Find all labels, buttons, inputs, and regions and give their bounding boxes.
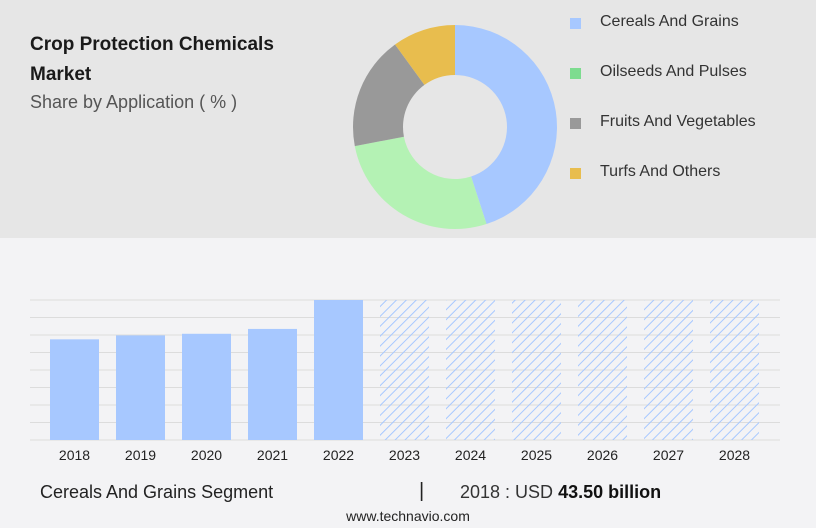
donut-slice [353, 44, 425, 147]
forecast-bar [446, 300, 495, 440]
bar [248, 328, 297, 440]
x-tick-label: 2018 [59, 447, 90, 463]
segment-value-prefix: 2018 : USD [460, 482, 554, 502]
forecast-bar [512, 300, 561, 440]
forecast-bar [644, 300, 693, 440]
x-tick-label: 2024 [455, 447, 486, 463]
x-tick-label: 2020 [191, 447, 222, 463]
footer-divider: | [419, 480, 425, 502]
x-tick-label: 2027 [653, 447, 684, 463]
forecast-bar [380, 300, 429, 440]
bar [50, 339, 99, 440]
donut-chart [353, 25, 557, 229]
legend-item: Cereals And Grains [570, 10, 810, 36]
legend-item: Oilseeds And Pulses [570, 60, 810, 86]
segment-value: 2018 : USD 43.50 billion [460, 482, 661, 503]
legend-swatch [570, 118, 581, 129]
bar [116, 335, 165, 440]
legend-label: Fruits And Vegetables [600, 113, 756, 130]
legend-swatch [570, 18, 581, 29]
x-tick-label: 2028 [719, 447, 750, 463]
source-link[interactable]: www.technavio.com [346, 508, 470, 524]
x-tick-label: 2019 [125, 447, 156, 463]
chart-title: Crop Protection Chemicals Market [30, 34, 274, 85]
bar [182, 333, 231, 440]
x-tick-label: 2023 [389, 447, 420, 463]
donut-slice [455, 25, 557, 225]
legend-label: Turfs And Others [600, 163, 721, 180]
x-tick-label: 2021 [257, 447, 288, 463]
chart-subtitle: Share by Application ( % ) [30, 92, 238, 112]
legend-item: Turfs And Others [570, 160, 810, 186]
legend-swatch [570, 68, 581, 79]
segment-value-amount: 43.50 billion [558, 482, 662, 502]
x-tick-label: 2022 [323, 447, 354, 463]
x-tick-label: 2025 [521, 447, 552, 463]
legend-swatch [570, 168, 581, 179]
legend-label: Oilseeds And Pulses [600, 63, 747, 80]
forecast-bar [710, 300, 759, 440]
legend-item: Fruits And Vegetables [570, 110, 810, 136]
bar-chart: 2018 2019 2020 2021 2022 2023 2024 2025 2026 2027… [30, 299, 780, 463]
legend-label: Cereals And Grains [600, 13, 739, 30]
bar [314, 300, 363, 440]
segment-label: Cereals And Grains Segment [40, 482, 274, 502]
x-tick-label: 2026 [587, 447, 618, 463]
donut-slice [354, 136, 487, 229]
donut-slice [395, 25, 455, 85]
forecast-bar [578, 300, 627, 440]
